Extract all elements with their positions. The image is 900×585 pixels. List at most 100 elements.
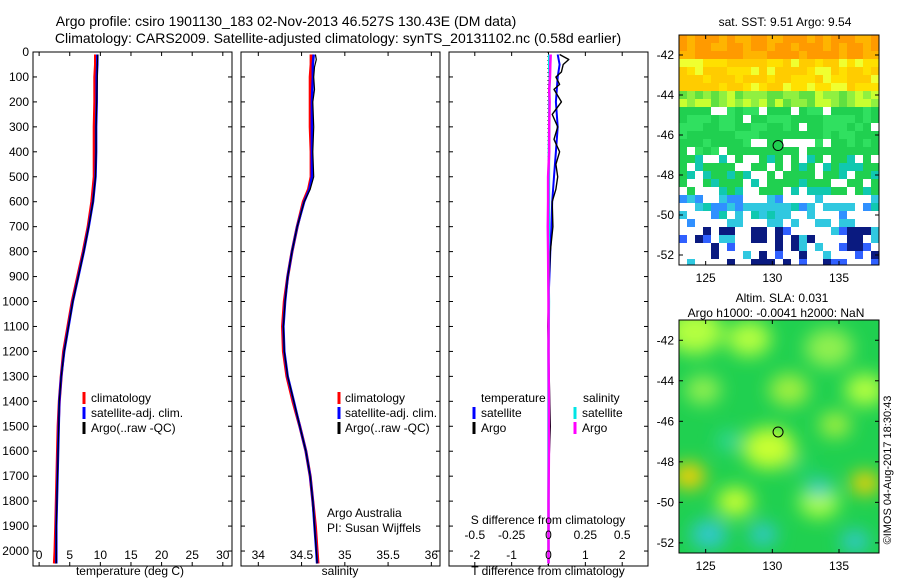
sst-cell	[727, 67, 735, 75]
sst-cell	[863, 155, 871, 163]
sst-cell	[767, 67, 775, 75]
depth-tick-label: 500	[9, 170, 29, 184]
sst-cell	[767, 91, 775, 99]
salinity-x-tick-labels: 34 34.5 35 35.5 36	[252, 548, 439, 562]
x-tick-label: 0.25	[574, 528, 598, 542]
legend-satellite-adj: satellite-adj. clim.	[345, 406, 437, 420]
sst-cell	[847, 203, 855, 211]
sst-cell	[863, 243, 871, 251]
legend-satellite-adj: satellite-adj. clim.	[91, 406, 183, 420]
pi-annotation: PI: Susan Wijffels	[327, 521, 421, 535]
sst-cell	[799, 131, 807, 139]
sla-blob	[769, 373, 809, 406]
sst-cell	[799, 67, 807, 75]
sla-blob	[717, 487, 753, 517]
sst-cell	[727, 115, 735, 123]
map-lat-tick-label: -44	[657, 374, 675, 388]
sst-cell	[823, 203, 831, 211]
sst-cell	[823, 83, 831, 91]
sst-cell	[687, 99, 695, 107]
sst-cell	[807, 163, 815, 171]
sst-cell	[807, 179, 815, 187]
depth-tick-label: 1600	[2, 444, 29, 458]
sst-cell	[687, 131, 695, 139]
sst-cell	[711, 163, 719, 171]
sst-cell	[711, 59, 719, 67]
sst-cell	[719, 179, 727, 187]
sst-cell	[871, 107, 879, 115]
sst-cell	[807, 91, 815, 99]
sst-cell	[719, 123, 727, 131]
sst-cell	[735, 203, 743, 211]
sst-cell	[759, 155, 767, 163]
sst-cell	[735, 187, 743, 195]
sst-cell	[711, 211, 719, 219]
sst-cell	[815, 59, 823, 67]
sst-cell	[767, 219, 775, 227]
sst-cell	[735, 171, 743, 179]
sst-cell	[847, 83, 855, 91]
depth-tick-label: 1200	[2, 344, 29, 358]
sst-cell	[679, 155, 687, 163]
sst-cell	[735, 75, 743, 83]
sst-cell	[791, 115, 799, 123]
sst-cell	[719, 163, 727, 171]
sst-cell	[847, 59, 855, 67]
legend-t-argo: Argo	[481, 421, 507, 435]
sst-cell	[839, 43, 847, 51]
sst-cell	[759, 203, 767, 211]
sst-cell	[871, 147, 879, 155]
sst-cell	[727, 179, 735, 187]
sst-cell	[767, 51, 775, 59]
sst-cell	[719, 59, 727, 67]
sst-cell	[863, 171, 871, 179]
sst-cell	[807, 171, 815, 179]
sst-cell	[735, 155, 743, 163]
sst-cell	[855, 251, 863, 259]
sst-cell	[823, 147, 831, 155]
sst-cell	[815, 91, 823, 99]
sst-cell	[751, 75, 759, 83]
sst-cell	[815, 75, 823, 83]
sst-cell	[799, 43, 807, 51]
sst-cell	[767, 211, 775, 219]
sst-cell	[735, 67, 743, 75]
sst-cell	[823, 219, 831, 227]
sst-cell	[839, 83, 847, 91]
sst-cell	[847, 115, 855, 123]
sst-cell	[783, 43, 791, 51]
sst-cell	[679, 195, 687, 203]
legend-climatology: climatology	[345, 391, 405, 405]
sst-cell	[863, 43, 871, 51]
sst-cell	[743, 59, 751, 67]
sla-map-frame	[678, 319, 880, 554]
sla-blob	[841, 530, 869, 553]
sst-cell	[791, 35, 799, 43]
sst-cell	[799, 203, 807, 211]
map-lat-tick-label: -52	[657, 248, 675, 262]
sst-cell	[815, 35, 823, 43]
sst-cell	[839, 131, 847, 139]
sst-cell	[823, 115, 831, 123]
sst-cell	[751, 43, 759, 51]
depth-axis-labels: 0 100 200 300 400 500 600 700 800 900 1000 1100 1200…	[2, 45, 29, 558]
sst-cell	[791, 51, 799, 59]
sst-cell	[807, 187, 815, 195]
sst-cell	[727, 99, 735, 107]
x-tick-label: 15	[124, 548, 138, 562]
sst-cell	[735, 107, 743, 115]
sst-cell	[751, 67, 759, 75]
sst-cell	[703, 171, 711, 179]
legend-title-temperature: temperature	[481, 391, 546, 405]
sst-cell	[727, 227, 735, 235]
sst-cell	[831, 59, 839, 67]
sst-cell	[839, 139, 847, 147]
sst-cell	[831, 51, 839, 59]
sst-cell	[735, 219, 743, 227]
sst-cell	[807, 147, 815, 155]
sst-cell	[751, 235, 759, 243]
sst-cell	[679, 59, 687, 67]
x-tick-label: 1	[582, 548, 589, 562]
sst-cell	[767, 179, 775, 187]
sst-cell	[871, 99, 879, 107]
